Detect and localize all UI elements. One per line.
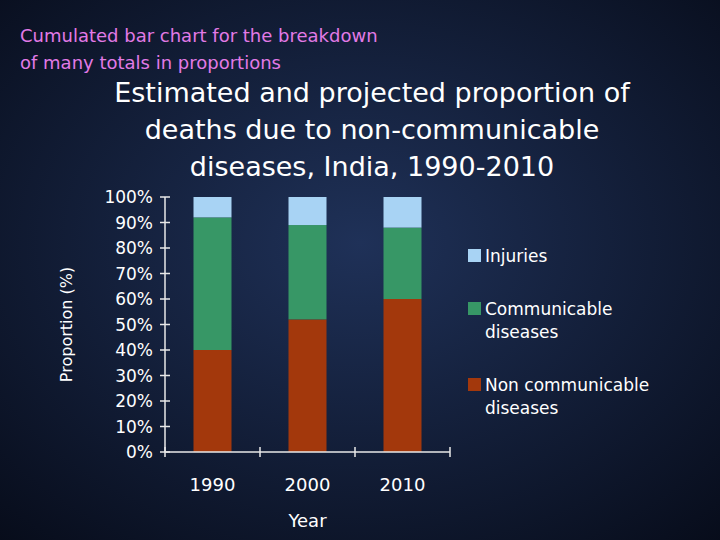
- text-line: deaths due to non-communicable: [145, 114, 600, 145]
- bar: [194, 350, 232, 452]
- legend-swatch: [468, 378, 481, 391]
- text-line: Communicable: [485, 299, 612, 319]
- text-line: of many totals in proportions: [20, 52, 281, 73]
- legend-swatch: [468, 249, 481, 262]
- y-tick-label: 90%: [115, 213, 153, 233]
- y-axis-label: Proportion (%): [57, 267, 76, 382]
- bar: [289, 225, 327, 319]
- bar: [384, 299, 422, 452]
- bar: [194, 217, 232, 350]
- y-tick-label: 30%: [115, 366, 153, 386]
- legend-label: Communicable diseases: [485, 299, 612, 342]
- y-tick-label: 50%: [115, 315, 153, 335]
- bar: [384, 197, 422, 228]
- legend-label: Injuries: [485, 246, 547, 266]
- y-tick-label: 0%: [126, 442, 153, 462]
- text-line: diseases: [485, 322, 559, 342]
- y-tick-label: 70%: [115, 264, 153, 284]
- y-tick-label: 60%: [115, 289, 153, 309]
- bar: [194, 197, 232, 217]
- y-tick: [160, 426, 170, 428]
- y-tick-label: 20%: [115, 391, 153, 411]
- y-tick: [160, 375, 170, 377]
- x-tick-label: 2010: [380, 474, 426, 495]
- y-tick: [160, 400, 170, 402]
- y-tick: [160, 273, 170, 275]
- y-tick: [160, 222, 170, 224]
- bar: [289, 197, 327, 225]
- y-tick: [160, 247, 170, 249]
- y-tick: [160, 298, 170, 300]
- title: Estimated and projected proportion of dea…: [114, 77, 631, 182]
- text-line: diseases, India, 1990-2010: [190, 151, 554, 182]
- x-band-edge: [354, 447, 356, 457]
- legend-label: Non communicable diseases: [485, 375, 649, 418]
- y-tick: [160, 349, 170, 351]
- bar: [289, 319, 327, 452]
- y-tick-label: 80%: [115, 238, 153, 258]
- y-tick-label: 40%: [115, 340, 153, 360]
- legend-swatch: [468, 302, 481, 315]
- x-tick-label: 1990: [190, 474, 236, 495]
- text-line: Estimated and projected proportion of: [114, 77, 631, 108]
- y-tick-label: 100%: [104, 187, 153, 207]
- text-line: Injuries: [485, 246, 547, 266]
- x-axis-label: Year: [287, 510, 327, 531]
- text-line: Cumulated bar chart for the breakdown: [20, 25, 378, 46]
- x-band-edge: [449, 447, 451, 457]
- background: [0, 0, 720, 540]
- bars: [194, 197, 422, 452]
- annotation: Cumulated bar chart for the breakdown of …: [20, 25, 378, 73]
- x-band-edge: [259, 447, 261, 457]
- bar: [384, 228, 422, 299]
- x-band-edge: [164, 447, 166, 457]
- y-tick-label: 10%: [115, 417, 153, 437]
- text-line: Non communicable: [485, 375, 649, 395]
- y-tick: [160, 324, 170, 326]
- y-tick: [160, 196, 170, 198]
- x-tick-label: 2000: [285, 474, 331, 495]
- text-line: diseases: [485, 398, 559, 418]
- x-axis: [165, 451, 450, 453]
